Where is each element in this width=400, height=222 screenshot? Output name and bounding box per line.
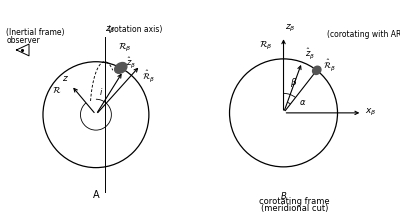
Text: A: A [93,190,99,200]
Ellipse shape [115,63,127,73]
Text: $x_{\beta}$: $x_{\beta}$ [364,107,376,118]
Text: observer: observer [6,36,40,45]
Text: $i$: $i$ [99,86,103,97]
Text: $\hat{\mathcal{R}}_{\beta}$: $\hat{\mathcal{R}}_{\beta}$ [324,58,336,73]
Ellipse shape [312,66,321,74]
Text: (meridional cut): (meridional cut) [261,204,328,213]
Text: $\hat{z}_{\beta}$: $\hat{z}_{\beta}$ [305,46,315,61]
Text: $\mathcal{R}_{\beta}$: $\mathcal{R}_{\beta}$ [259,39,273,52]
Text: $\mathcal{R}$: $\mathcal{R}$ [52,84,62,95]
Text: $\hat{\mathcal{R}}_{\beta}$: $\hat{\mathcal{R}}_{\beta}$ [142,68,155,84]
Text: $\alpha$: $\alpha$ [298,98,306,107]
Text: (corotating with AR): (corotating with AR) [327,30,400,39]
Text: $z_{\beta}$: $z_{\beta}$ [285,23,296,34]
Text: $\beta$: $\beta$ [290,76,298,89]
Text: (rotation axis): (rotation axis) [108,25,162,34]
Text: corotating frame: corotating frame [260,197,330,206]
Text: (Inertial frame): (Inertial frame) [6,28,65,37]
Text: $z$: $z$ [62,74,69,83]
Text: B: B [281,192,286,201]
Text: $\hat{z}_{\beta}$: $\hat{z}_{\beta}$ [126,55,136,69]
Text: $\mathcal{R}_{\beta}$: $\mathcal{R}_{\beta}$ [118,40,132,54]
Text: $z_{\beta}$: $z_{\beta}$ [106,25,116,36]
